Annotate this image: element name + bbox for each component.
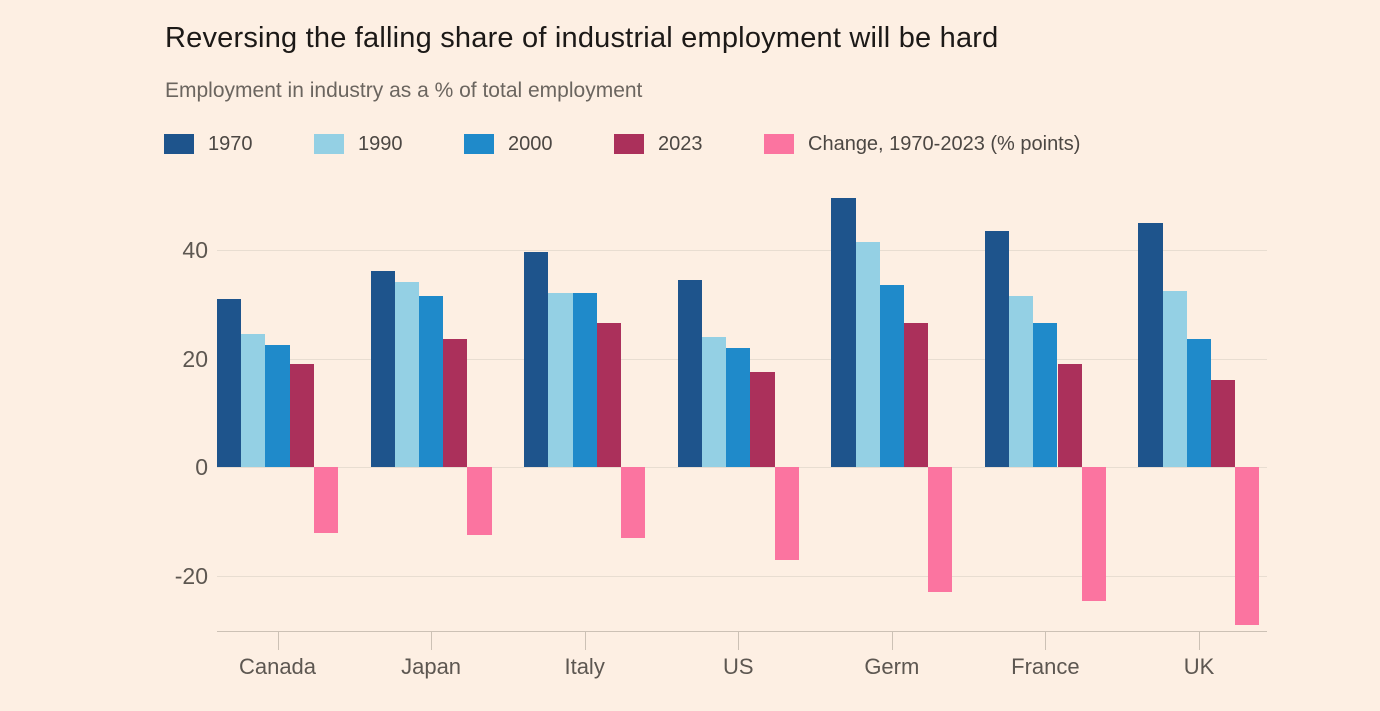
bar-germ-1970 (831, 198, 856, 468)
x-tick-uk (1198, 631, 1200, 650)
bar-us-2023 (750, 372, 775, 468)
bar-canada-1970 (217, 298, 242, 468)
bar-us-change (774, 467, 799, 560)
bar-uk-2023 (1211, 380, 1236, 468)
bar-italy-change (620, 467, 646, 538)
chart-title: Reversing the falling share of industria… (165, 22, 999, 54)
x-label-germ: Germ (864, 654, 920, 679)
bar-france-2023 (1057, 363, 1082, 468)
bar-germ-1990 (855, 241, 880, 468)
legend-swatch-2000 (464, 134, 494, 154)
bar-japan-1990 (394, 282, 419, 468)
bar-italy-2000 (572, 293, 597, 468)
bar-germ-2023 (903, 323, 929, 468)
legend-label-2023: 2023 (658, 132, 703, 155)
bar-italy-2023 (596, 323, 621, 468)
x-label-japan: Japan (401, 654, 462, 679)
legend-swatch-1990 (314, 134, 344, 154)
legend-label-2000: 2000 (508, 132, 553, 155)
y-tick-label-40: 40 (182, 236, 208, 263)
bar-us-2000 (726, 347, 751, 468)
legend-item-1970: 1970 (164, 131, 253, 157)
bar-italy-1990 (548, 293, 573, 468)
bar-germ-change (928, 467, 953, 593)
y-tick-label-20: -20 (174, 563, 208, 590)
x-label-italy: Italy (564, 654, 605, 679)
bar-france-change (1081, 467, 1106, 601)
bar-germ-2000 (879, 285, 904, 468)
legend-item-2023: 2023 (614, 131, 703, 157)
x-tick-germ (891, 631, 893, 650)
x-tick-france (1045, 631, 1047, 650)
bar-france-1990 (1009, 295, 1034, 468)
x-tick-us (738, 631, 740, 650)
chart-subtitle: Employment in industry as a % of total e… (165, 79, 643, 102)
legend-label-1990: 1990 (358, 132, 403, 155)
bar-japan-1970 (370, 271, 395, 468)
bar-france-2000 (1033, 323, 1058, 468)
gridline-0 (217, 467, 1267, 469)
y-tick-label-20: 20 (182, 345, 208, 372)
legend-swatch-1970 (164, 134, 194, 154)
legend-label-change: Change, 1970-2023 (% points) (808, 132, 1081, 155)
legend-label-1970: 1970 (208, 132, 253, 155)
x-tick-italy (584, 631, 586, 650)
x-label-uk: UK (1183, 654, 1215, 679)
legend-item-1990: 1990 (314, 131, 403, 157)
bar-canada-change (313, 467, 338, 533)
x-tick-canada (277, 631, 279, 650)
legend-swatch-change (764, 134, 794, 154)
plot-area: 40 20 0 -20 Canada Japan Italy US Germ France UK (175, 185, 1267, 711)
bar-uk-2000 (1186, 339, 1212, 468)
x-label-canada: Canada (238, 654, 317, 679)
bar-canada-2000 (265, 344, 290, 468)
gridline-20 (217, 576, 1267, 578)
x-label-us: US (722, 654, 754, 679)
legend-item-change: Change, 1970-2023 (% points) (764, 131, 1080, 157)
gridline-40 (217, 249, 1267, 251)
bar-us-1970 (677, 279, 702, 468)
bar-uk-change (1235, 467, 1260, 625)
bar-uk-1970 (1138, 222, 1163, 468)
bar-france-1970 (984, 230, 1010, 468)
bar-canada-2023 (289, 363, 314, 468)
x-label-france: France (1011, 654, 1080, 679)
bar-italy-1970 (524, 252, 549, 468)
bar-japan-change (467, 467, 492, 536)
bar-canada-1990 (241, 334, 266, 468)
bar-us-1990 (701, 336, 727, 468)
bar-uk-1990 (1162, 290, 1187, 468)
bar-japan-2023 (443, 339, 468, 468)
y-tick-label-0: 0 (195, 454, 208, 481)
legend-swatch-2023 (614, 134, 644, 154)
x-tick-japan (431, 631, 433, 650)
legend-item-2000: 2000 (464, 131, 553, 157)
x-axis-line (217, 631, 1267, 632)
bar-japan-2000 (418, 295, 444, 468)
